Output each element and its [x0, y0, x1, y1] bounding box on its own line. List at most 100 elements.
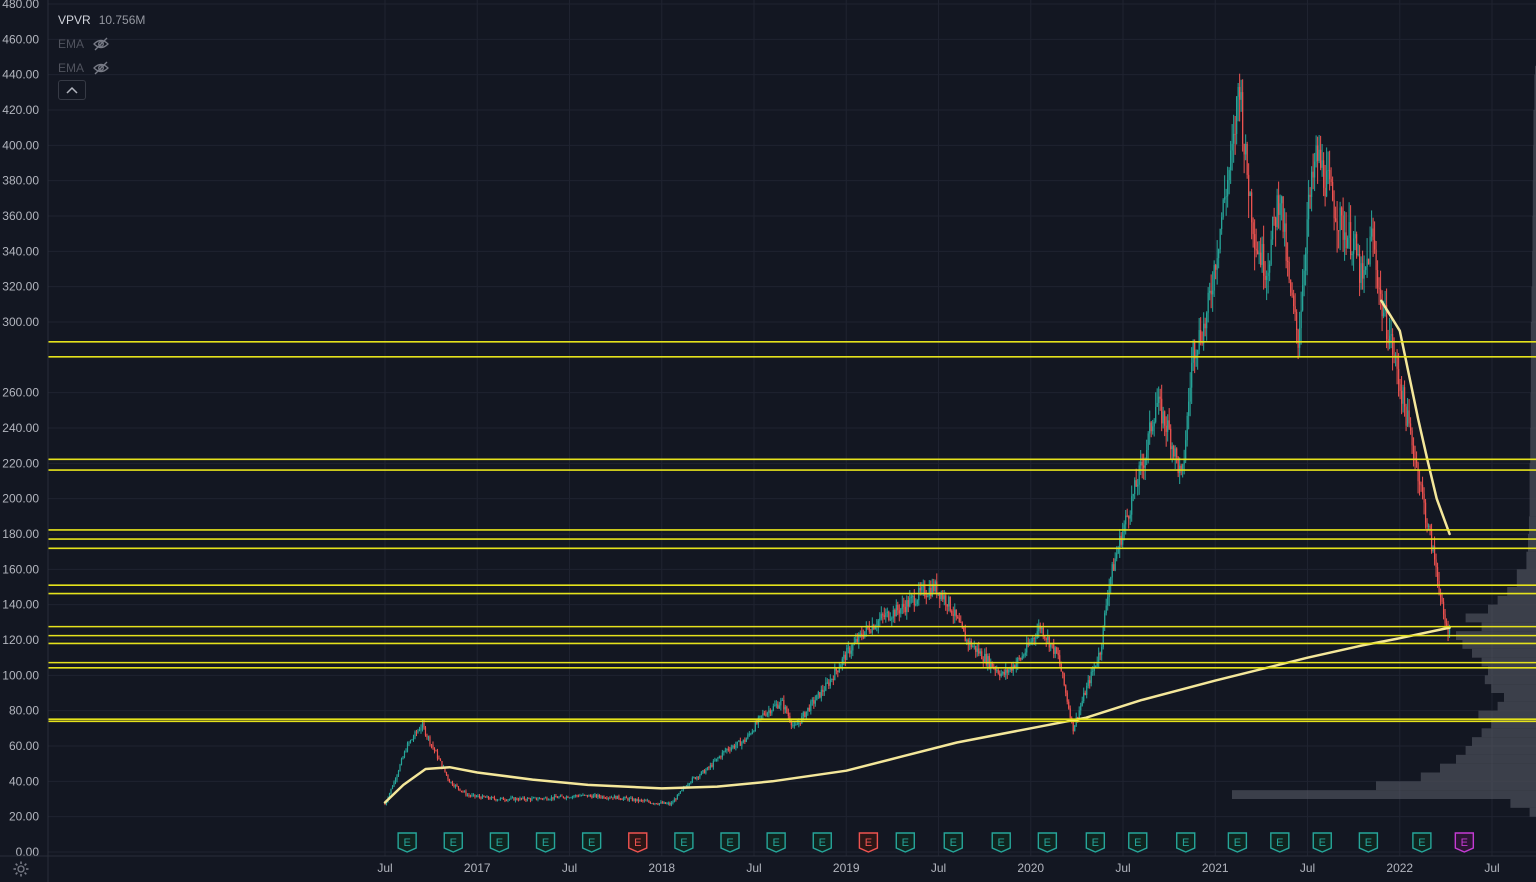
candle-body	[1084, 692, 1086, 695]
earnings-flag-icon[interactable]: E	[674, 832, 694, 853]
candle-body	[1336, 221, 1338, 231]
legend-row-ema-2[interactable]: EMA	[58, 56, 145, 80]
candle-body	[1209, 290, 1211, 293]
candle-body	[1372, 228, 1374, 240]
earnings-flag-icon[interactable]: E	[1176, 832, 1196, 853]
candle-body	[631, 797, 633, 801]
candle-body	[649, 802, 651, 804]
candle-body	[738, 740, 740, 742]
candle-body	[481, 795, 484, 799]
earnings-flag-icon[interactable]: E	[1227, 832, 1248, 853]
earnings-flag-icon[interactable]: E	[1454, 832, 1475, 853]
candle-body	[786, 706, 788, 713]
earnings-flag-icon[interactable]: E	[766, 832, 786, 853]
candle-body	[865, 625, 867, 632]
candle-body	[1173, 446, 1175, 457]
candle-body	[1357, 253, 1359, 256]
earnings-flag-icon[interactable]: E	[1037, 832, 1058, 853]
candle-body	[628, 798, 631, 801]
earnings-flag-icon[interactable]: E	[397, 832, 417, 853]
earnings-flag-icon[interactable]: E	[991, 832, 1011, 853]
candle-body	[1035, 637, 1037, 639]
eye-off-icon[interactable]	[92, 61, 110, 75]
candle-body	[1397, 368, 1400, 385]
candle-body	[1249, 192, 1251, 196]
earnings-flag-letter: E	[496, 837, 503, 849]
candle-body	[687, 784, 689, 787]
candle-body	[592, 795, 595, 798]
earnings-flag-icon[interactable]: E	[1312, 832, 1332, 853]
legend-row-ema-1[interactable]: EMA	[58, 32, 145, 56]
candle-body	[1149, 422, 1151, 434]
gear-icon[interactable]	[12, 860, 30, 878]
candle-body	[657, 803, 659, 805]
earnings-flag-icon[interactable]: E	[1270, 832, 1290, 853]
candle-body	[1033, 637, 1035, 639]
candle-body	[412, 737, 415, 740]
legend-row-vpvr[interactable]: VPVR 10.756M	[58, 8, 145, 32]
candle-body	[1281, 196, 1283, 204]
candle-body	[1159, 396, 1161, 399]
price-axis[interactable]: 480.00 460.00 440.00 420.00 400.00 380.00 360.…	[0, 0, 49, 882]
candle-body	[1323, 160, 1325, 188]
candle-body	[1356, 234, 1358, 256]
collapse-legend-button[interactable]	[58, 80, 86, 100]
candle-body	[1212, 290, 1214, 295]
candle-body	[951, 610, 953, 615]
candle-body	[585, 794, 587, 796]
candle-body	[537, 799, 539, 800]
earnings-flag-icon[interactable]: E	[489, 832, 510, 853]
earnings-flag-icon[interactable]: E	[443, 832, 463, 853]
earnings-flag-icon[interactable]: E	[720, 832, 740, 853]
candle-body	[990, 661, 992, 668]
earnings-flag-shape	[895, 832, 915, 853]
candle-body	[1167, 420, 1169, 432]
candle-body	[1096, 662, 1098, 666]
candle-body	[754, 722, 756, 731]
candle-body	[1056, 647, 1058, 654]
earnings-flag-icon[interactable]: E	[628, 832, 648, 853]
earnings-flag-icon[interactable]: E	[1358, 832, 1379, 853]
candle-body	[544, 797, 547, 799]
candle-body	[535, 797, 538, 800]
earnings-flag-icon[interactable]: E	[535, 832, 556, 853]
volume-profile-bar	[1488, 666, 1536, 676]
candle-body	[1180, 465, 1182, 470]
candle-body	[435, 750, 437, 752]
candle-body	[658, 803, 660, 805]
candle-body	[1131, 496, 1133, 515]
earnings-flag-icon[interactable]: E	[1128, 832, 1148, 853]
candle-body	[885, 613, 887, 617]
volume-profile-bar	[1478, 710, 1536, 720]
candle-body	[912, 596, 914, 597]
candle-body	[874, 627, 876, 630]
earnings-flag-letter: E	[1092, 837, 1099, 849]
earnings-flag-icon[interactable]: E	[1412, 832, 1432, 853]
candle-body	[627, 798, 629, 801]
earnings-flag-icon[interactable]: E	[895, 832, 915, 853]
candle-body	[1430, 530, 1433, 552]
candle-body	[843, 654, 845, 659]
candle-body	[574, 795, 577, 797]
candle-body	[499, 798, 502, 800]
earnings-flag-icon[interactable]: E	[1085, 832, 1106, 853]
candle-body	[415, 731, 418, 733]
earnings-flag-shape	[720, 832, 740, 853]
candle-body	[1324, 187, 1326, 197]
time-axis[interactable]: Jul 2017 Jul 2018 Jul 2019 Jul 2020 Jul 2021 Jul 20…	[0, 855, 1536, 875]
earnings-flag-icon[interactable]: E	[812, 832, 832, 853]
candle-body	[1441, 597, 1443, 602]
candle-body	[1147, 433, 1149, 451]
volume-profile-bar	[1532, 216, 1536, 252]
earnings-flag-icon[interactable]: E	[858, 832, 879, 853]
candle-body	[637, 798, 639, 802]
candle-body	[1290, 279, 1292, 293]
candle-body	[1072, 719, 1074, 732]
eye-off-icon[interactable]	[92, 37, 110, 51]
candle-body	[1447, 626, 1449, 634]
earnings-flag-icon[interactable]: E	[581, 832, 602, 853]
earnings-flag-icon[interactable]: E	[943, 832, 963, 853]
candle-body	[510, 797, 512, 800]
